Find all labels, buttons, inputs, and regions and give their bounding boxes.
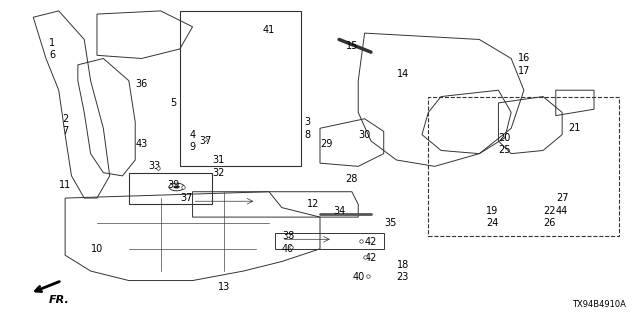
Text: 41: 41 bbox=[263, 25, 275, 35]
Text: 22: 22 bbox=[543, 206, 556, 216]
Text: 25: 25 bbox=[499, 146, 511, 156]
Text: 16: 16 bbox=[518, 53, 530, 63]
Text: 34: 34 bbox=[333, 206, 345, 216]
Text: TX94B4910A: TX94B4910A bbox=[572, 300, 626, 309]
Text: 23: 23 bbox=[397, 272, 409, 282]
Text: 2: 2 bbox=[62, 114, 68, 124]
Text: 30: 30 bbox=[358, 130, 371, 140]
Text: 43: 43 bbox=[136, 139, 148, 149]
Text: 24: 24 bbox=[486, 219, 498, 228]
Text: 27: 27 bbox=[556, 193, 568, 203]
Text: 19: 19 bbox=[486, 206, 498, 216]
Text: 21: 21 bbox=[569, 123, 581, 133]
Text: 31: 31 bbox=[212, 155, 224, 165]
Bar bbox=[428, 97, 620, 236]
Text: 35: 35 bbox=[384, 219, 396, 228]
Text: 26: 26 bbox=[543, 219, 556, 228]
Text: 6: 6 bbox=[49, 50, 56, 60]
Text: 32: 32 bbox=[212, 168, 224, 178]
Text: 11: 11 bbox=[59, 180, 71, 190]
Text: 18: 18 bbox=[397, 260, 409, 270]
Text: 40: 40 bbox=[282, 244, 294, 254]
Text: 44: 44 bbox=[556, 206, 568, 216]
Text: 5: 5 bbox=[170, 98, 177, 108]
Text: 42: 42 bbox=[365, 253, 377, 263]
Text: 10: 10 bbox=[91, 244, 103, 254]
Text: 9: 9 bbox=[189, 142, 196, 152]
Text: 12: 12 bbox=[307, 199, 320, 209]
Text: 38: 38 bbox=[282, 231, 294, 241]
Circle shape bbox=[173, 185, 180, 188]
Text: 42: 42 bbox=[365, 237, 377, 247]
Text: 39: 39 bbox=[167, 180, 180, 190]
Text: 15: 15 bbox=[346, 41, 358, 51]
Text: 37: 37 bbox=[199, 136, 211, 146]
Text: 37: 37 bbox=[180, 193, 193, 203]
Text: 33: 33 bbox=[148, 161, 161, 171]
Text: FR.: FR. bbox=[49, 295, 70, 305]
Text: 20: 20 bbox=[499, 133, 511, 143]
Text: 28: 28 bbox=[346, 174, 358, 184]
Text: 36: 36 bbox=[136, 79, 148, 89]
Bar bbox=[180, 11, 301, 166]
Text: 14: 14 bbox=[397, 69, 409, 79]
Text: 29: 29 bbox=[320, 139, 333, 149]
Text: 4: 4 bbox=[189, 130, 196, 140]
Text: 8: 8 bbox=[304, 130, 310, 140]
Text: 1: 1 bbox=[49, 38, 56, 48]
Bar bbox=[129, 173, 212, 204]
Text: 40: 40 bbox=[352, 272, 364, 282]
Text: 7: 7 bbox=[62, 126, 68, 136]
Text: 13: 13 bbox=[218, 282, 230, 292]
Text: 3: 3 bbox=[304, 117, 310, 127]
Text: 17: 17 bbox=[518, 66, 530, 76]
